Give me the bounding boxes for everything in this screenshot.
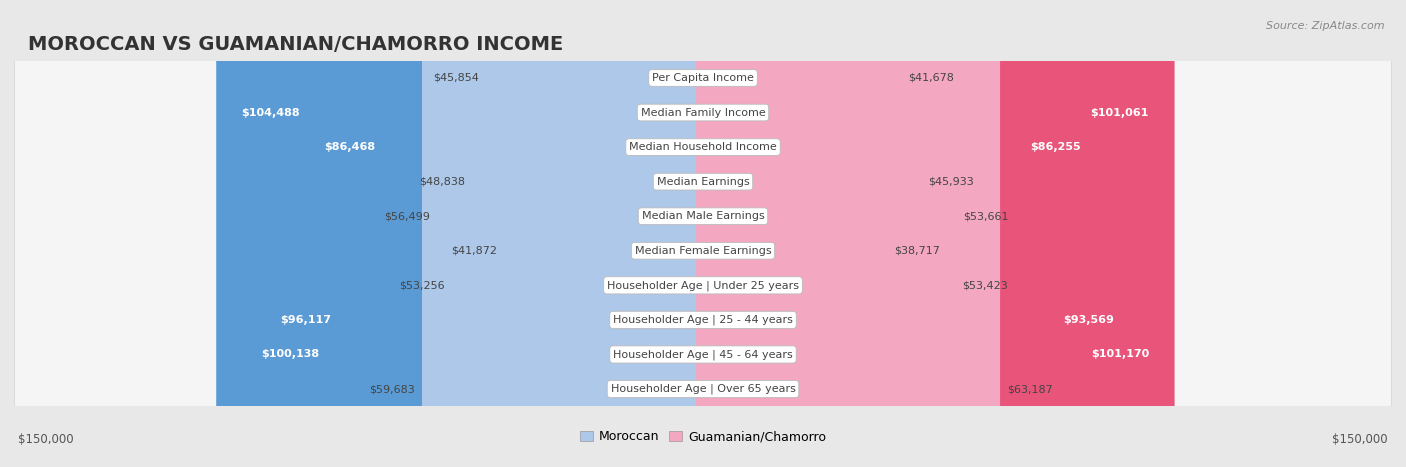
FancyBboxPatch shape <box>485 0 710 467</box>
Text: $104,488: $104,488 <box>242 107 299 118</box>
FancyBboxPatch shape <box>696 0 955 467</box>
FancyBboxPatch shape <box>503 0 710 467</box>
Text: $45,854: $45,854 <box>433 73 478 83</box>
FancyBboxPatch shape <box>696 0 901 467</box>
Text: $150,000: $150,000 <box>1331 433 1388 446</box>
FancyBboxPatch shape <box>14 0 1392 467</box>
FancyBboxPatch shape <box>472 0 710 467</box>
FancyBboxPatch shape <box>696 0 1140 467</box>
Text: Source: ZipAtlas.com: Source: ZipAtlas.com <box>1267 21 1385 31</box>
Text: $86,468: $86,468 <box>325 142 375 152</box>
Text: $41,872: $41,872 <box>451 246 496 256</box>
Text: $56,499: $56,499 <box>384 211 430 221</box>
Text: Householder Age | Over 65 years: Householder Age | Over 65 years <box>610 384 796 394</box>
Text: $100,138: $100,138 <box>262 349 319 360</box>
FancyBboxPatch shape <box>696 0 1174 467</box>
Text: $48,838: $48,838 <box>419 177 465 187</box>
FancyBboxPatch shape <box>14 0 1392 467</box>
Text: $38,717: $38,717 <box>894 246 941 256</box>
Text: Median Earnings: Median Earnings <box>657 177 749 187</box>
FancyBboxPatch shape <box>696 0 921 467</box>
Text: $93,569: $93,569 <box>1063 315 1115 325</box>
Text: $53,423: $53,423 <box>962 280 1008 290</box>
Text: Median Male Earnings: Median Male Earnings <box>641 211 765 221</box>
FancyBboxPatch shape <box>696 0 1000 467</box>
FancyBboxPatch shape <box>437 0 710 467</box>
Text: Householder Age | Under 25 years: Householder Age | Under 25 years <box>607 280 799 290</box>
Text: $53,256: $53,256 <box>399 280 444 290</box>
FancyBboxPatch shape <box>217 0 710 467</box>
FancyBboxPatch shape <box>14 0 1392 467</box>
Text: $63,187: $63,187 <box>1007 384 1053 394</box>
FancyBboxPatch shape <box>14 0 1392 467</box>
Text: Householder Age | 25 - 44 years: Householder Age | 25 - 44 years <box>613 315 793 325</box>
FancyBboxPatch shape <box>14 0 1392 467</box>
FancyBboxPatch shape <box>236 0 710 467</box>
Text: $86,255: $86,255 <box>1031 142 1081 152</box>
Text: Householder Age | 45 - 64 years: Householder Age | 45 - 64 years <box>613 349 793 360</box>
FancyBboxPatch shape <box>696 0 1174 467</box>
Text: $41,678: $41,678 <box>908 73 955 83</box>
FancyBboxPatch shape <box>422 0 710 467</box>
FancyBboxPatch shape <box>14 0 1392 467</box>
Text: Per Capita Income: Per Capita Income <box>652 73 754 83</box>
Text: Median Female Earnings: Median Female Earnings <box>634 246 772 256</box>
FancyBboxPatch shape <box>696 0 956 467</box>
Text: $59,683: $59,683 <box>370 384 415 394</box>
Legend: Moroccan, Guamanian/Chamorro: Moroccan, Guamanian/Chamorro <box>575 425 831 448</box>
FancyBboxPatch shape <box>451 0 710 467</box>
Text: $96,117: $96,117 <box>280 315 330 325</box>
Text: Median Family Income: Median Family Income <box>641 107 765 118</box>
Text: $53,661: $53,661 <box>963 211 1008 221</box>
Text: $101,061: $101,061 <box>1091 107 1149 118</box>
Text: MOROCCAN VS GUAMANIAN/CHAMORRO INCOME: MOROCCAN VS GUAMANIAN/CHAMORRO INCOME <box>28 35 562 54</box>
FancyBboxPatch shape <box>14 0 1392 467</box>
FancyBboxPatch shape <box>14 0 1392 467</box>
FancyBboxPatch shape <box>696 0 1107 467</box>
FancyBboxPatch shape <box>696 0 887 467</box>
Text: $101,170: $101,170 <box>1091 349 1149 360</box>
FancyBboxPatch shape <box>299 0 710 467</box>
Text: Median Household Income: Median Household Income <box>628 142 778 152</box>
FancyBboxPatch shape <box>254 0 710 467</box>
Text: $150,000: $150,000 <box>18 433 75 446</box>
FancyBboxPatch shape <box>14 0 1392 467</box>
FancyBboxPatch shape <box>14 0 1392 467</box>
Text: $45,933: $45,933 <box>928 177 973 187</box>
